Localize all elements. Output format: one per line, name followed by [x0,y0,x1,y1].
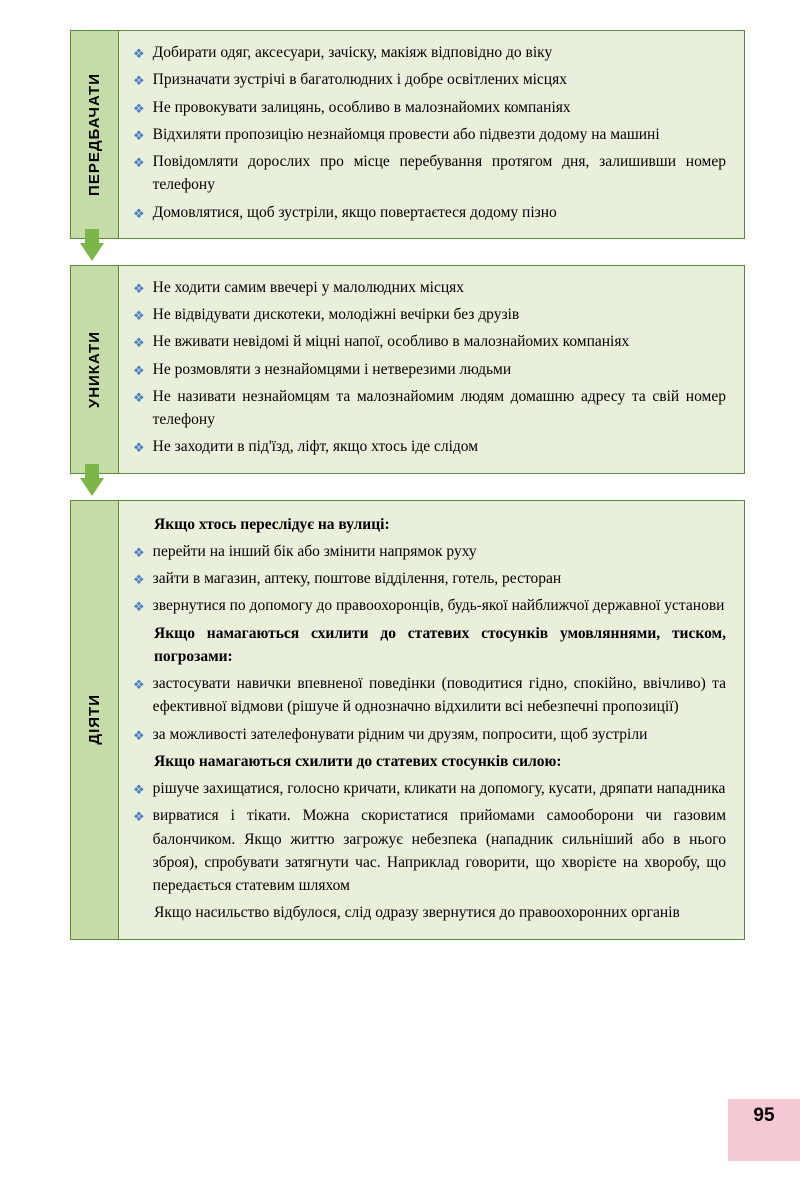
arrow-connector [70,478,745,496]
bullet-icon: ❖ [133,726,145,746]
item-text: зайти в магазин, аптеку, поштове відділе… [153,567,726,590]
list-item: ❖ Добирати одяг, аксесуари, зачіску, макі… [133,41,726,64]
item-text: Не вживати невідомі й міцні напої, особл… [153,330,726,353]
list-item: ❖ Не заходити в під'їзд, ліфт, якщо хтось… [133,435,726,458]
list-item: ❖ Призначати зустрічі в багатолюдних і до… [133,68,726,91]
bullet-icon: ❖ [133,388,145,408]
bullet-icon: ❖ [133,126,145,146]
list-item: ❖ звернутися по допомогу до правоохоронці… [133,594,726,617]
section-content: ❖ Не ходити самим ввечері у малолюдних мі… [119,266,744,473]
item-text: Домовлятися, щоб зустріли, якщо повертає… [153,201,726,224]
item-text: рішуче захищатися, голосно кричати, клик… [153,777,726,800]
item-text: Не ходити самим ввечері у малолюдних міс… [153,276,726,299]
bullet-icon: ❖ [133,675,145,695]
list-item: ❖ вирватися і тікати. Можна скористатися … [133,804,726,897]
bullet-icon: ❖ [133,361,145,381]
list-item: ❖ Відхиляти пропозицію незнайомця провест… [133,123,726,146]
section-label: ПЕРЕДБАЧАТИ [71,31,119,238]
section-act: ДІЯТИ Якщо хтось переслідує на вулиці: ❖… [70,500,745,940]
sub-heading: Якщо намагаються схилити до статевих сто… [133,750,726,773]
list-item: ❖ Не відвідувати дискотеки, молодіжні веч… [133,303,726,326]
item-text: Не відвідувати дискотеки, молодіжні вечі… [153,303,726,326]
bullet-icon: ❖ [133,543,145,563]
item-text: перейти на інший бік або змінити напрямо… [153,540,726,563]
item-text: застосувати навички впевненої поведінки … [153,672,726,719]
list-item: ❖ Повідомляти дорослих про місце перебува… [133,150,726,197]
item-text: за можливості зателефонувати рідним чи д… [153,723,726,746]
list-item: ❖ Не вживати невідомі й міцні напої, особ… [133,330,726,353]
section-label: ДІЯТИ [71,501,119,939]
list-item: ❖ Не провокувати залицянь, особливо в мал… [133,96,726,119]
sub-heading: Якщо хтось переслідує на вулиці: [133,513,726,536]
item-text: Не провокувати залицянь, особливо в мало… [153,96,726,119]
section-foresee: ПЕРЕДБАЧАТИ ❖ Добирати одяг, аксесуари, з… [70,30,745,239]
arrow-down-icon [80,478,104,496]
section-avoid: УНИКАТИ ❖ Не ходити самим ввечері у малол… [70,265,745,474]
bullet-icon: ❖ [133,438,145,458]
page-number-box: 95 [728,1099,800,1161]
section-content: Якщо хтось переслідує на вулиці: ❖ перейт… [119,501,744,939]
list-item: ❖ Домовлятися, щоб зустріли, якщо поверта… [133,201,726,224]
section-content: ❖ Добирати одяг, аксесуари, зачіску, макі… [119,31,744,238]
list-item: ❖ Не ходити самим ввечері у малолюдних мі… [133,276,726,299]
bullet-icon: ❖ [133,570,145,590]
bullet-icon: ❖ [133,71,145,91]
bullet-icon: ❖ [133,153,145,173]
item-text: Не розмовляти з незнайомцями і нетверези… [153,358,726,381]
arrow-connector [70,243,745,261]
sub-heading: Якщо намагаються схилити до статевих сто… [133,622,726,669]
item-text: Відхиляти пропозицію незнайомця провести… [153,123,726,146]
list-item: ❖ Не розмовляти з незнайомцями і нетверез… [133,358,726,381]
item-text: звернутися по допомогу до правоохоронців… [153,594,726,617]
item-text: Повідомляти дорослих про місце перебуван… [153,150,726,197]
closing-text: Якщо насильство відбулося, слід одразу з… [133,901,726,924]
list-item: ❖ рішуче захищатися, голосно кричати, кли… [133,777,726,800]
bullet-icon: ❖ [133,807,145,827]
item-text: Не називати незнайомцям та малознайомим … [153,385,726,432]
item-text: Призначати зустрічі в багатолюдних і доб… [153,68,726,91]
list-item: ❖ за можливості зателефонувати рідним чи … [133,723,726,746]
bullet-icon: ❖ [133,99,145,119]
page-number: 95 [753,1105,774,1127]
label-text: ПЕРЕДБАЧАТИ [86,73,103,196]
bullet-icon: ❖ [133,597,145,617]
label-text: ДІЯТИ [86,694,103,745]
section-label: УНИКАТИ [71,266,119,473]
list-item: ❖ застосувати навички впевненої поведінки… [133,672,726,719]
bullet-icon: ❖ [133,279,145,299]
bullet-icon: ❖ [133,306,145,326]
item-text: вирватися і тікати. Можна скористатися п… [153,804,726,897]
bullet-icon: ❖ [133,44,145,64]
list-item: ❖ перейти на інший бік або змінити напрям… [133,540,726,563]
item-text: Добирати одяг, аксесуари, зачіску, макія… [153,41,726,64]
arrow-down-icon [80,243,104,261]
bullet-icon: ❖ [133,780,145,800]
bullet-icon: ❖ [133,204,145,224]
list-item: ❖ Не називати незнайомцям та малознайомим… [133,385,726,432]
list-item: ❖ зайти в магазин, аптеку, поштове відділ… [133,567,726,590]
item-text: Не заходити в під'їзд, ліфт, якщо хтось … [153,435,726,458]
label-text: УНИКАТИ [86,331,103,408]
bullet-icon: ❖ [133,333,145,353]
page-container: ПЕРЕДБАЧАТИ ❖ Добирати одяг, аксесуари, з… [0,0,800,940]
